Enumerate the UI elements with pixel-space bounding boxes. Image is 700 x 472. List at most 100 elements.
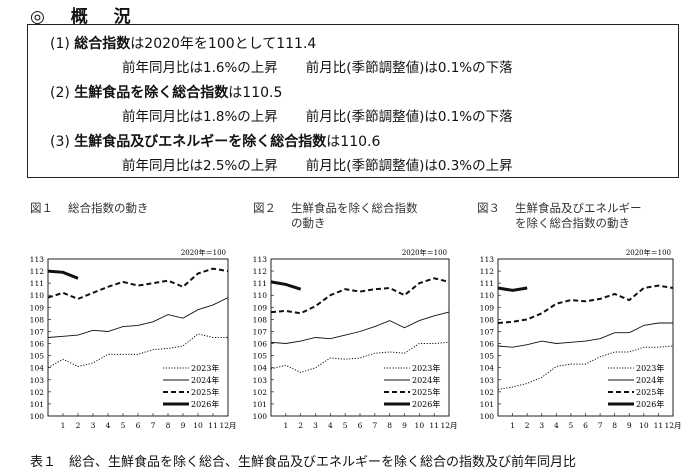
summary-box: (1) 総合指数は2020年を100として111.4 前年同月比は1.6%の上昇… <box>27 24 679 178</box>
legend-label: 2024年 <box>412 375 440 385</box>
x-tick-label: 9 <box>181 421 186 430</box>
x-tick-label: 4 <box>554 421 559 430</box>
summary-sub-2: 前年同月比は1.8%の上昇 前月比(季節調整値)は0.1%の下落 <box>122 109 513 125</box>
y-tick-label: 101 <box>30 400 44 409</box>
y-tick-label: 105 <box>253 352 268 361</box>
figure-3-title: 図３ 生鮮食品及びエネルギー を除く総合指数の動き <box>477 201 642 230</box>
y-tick-label: 109 <box>480 303 495 312</box>
x-tick-label: 10 <box>415 421 425 430</box>
x-tick-label: 10 <box>193 421 203 430</box>
x-tick-label: 11 <box>208 421 218 430</box>
x-tick-label: 6 <box>136 421 141 430</box>
y-tick-label: 112 <box>30 267 45 276</box>
y-tick-label: 113 <box>30 255 45 264</box>
series-line-2024年 <box>270 311 450 344</box>
series-line-2023年 <box>47 333 228 369</box>
x-tick-label: 1 <box>510 421 515 430</box>
x-tick-label: 5 <box>121 421 126 430</box>
x-tick-label: 2 <box>298 421 303 430</box>
y-tick-label: 103 <box>480 376 495 385</box>
series-line-2026年 <box>497 286 528 292</box>
unit-label: 2020年＝100 <box>402 248 447 257</box>
series-line-2025年 <box>47 267 229 300</box>
figure-3-chart: 2020年＝1001001011021031041051061071081091… <box>480 248 682 430</box>
x-tick-label: 1 <box>283 421 288 430</box>
y-tick-label: 106 <box>253 340 268 349</box>
x-tick-label: 9 <box>627 421 632 430</box>
x-tick-label: 12月 <box>219 421 236 430</box>
y-tick-label: 101 <box>253 400 267 409</box>
x-tick-label: 12月 <box>664 421 681 430</box>
table-caption: 表１ 総合、生鮮食品を除く総合、生鮮食品及びエネルギーを除く総合の指数及び前年同… <box>30 455 577 470</box>
x-tick-label: 8 <box>387 421 392 430</box>
x-tick-label: 3 <box>91 421 96 430</box>
figure-1-title: 図１ 総合指数の動き <box>30 201 149 215</box>
x-tick-label: 3 <box>539 421 544 430</box>
summary-item-1: (1) 総合指数は2020年を100として111.4 <box>50 36 317 52</box>
y-tick-label: 110 <box>253 291 268 300</box>
figure-2-chart: 2020年＝1001001011021031041051061071081091… <box>253 248 458 430</box>
legend-label: 2023年 <box>636 363 664 373</box>
x-tick-label: 5 <box>569 421 574 430</box>
y-tick-label: 110 <box>30 291 45 300</box>
y-tick-label: 112 <box>480 267 495 276</box>
legend-label: 2024年 <box>191 375 219 385</box>
y-tick-label: 103 <box>253 376 268 385</box>
y-tick-label: 105 <box>30 352 45 361</box>
x-tick-label: 2 <box>76 421 81 430</box>
y-tick-label: 104 <box>480 364 495 373</box>
x-tick-label: 6 <box>583 421 588 430</box>
y-tick-label: 111 <box>30 279 44 288</box>
legend-label: 2025年 <box>412 387 440 397</box>
series-line-2023年 <box>270 341 450 374</box>
y-tick-label: 102 <box>480 388 495 397</box>
x-tick-label: 11 <box>429 421 439 430</box>
y-tick-label: 100 <box>480 412 495 421</box>
y-tick-label: 106 <box>480 340 495 349</box>
summary-sub-1: 前年同月比は1.6%の上昇 前月比(季節調整値)は0.1%の下落 <box>122 60 513 76</box>
y-tick-label: 103 <box>30 376 45 385</box>
series-line-2026年 <box>270 280 302 291</box>
x-tick-label: 4 <box>328 421 333 430</box>
x-tick-label: 8 <box>166 421 171 430</box>
y-tick-label: 108 <box>253 315 268 324</box>
y-tick-label: 101 <box>480 400 494 409</box>
legend-label: 2023年 <box>412 363 440 373</box>
x-tick-label: 10 <box>639 421 649 430</box>
x-tick-label: 11 <box>654 421 664 430</box>
x-tick-label: 7 <box>598 421 603 430</box>
legend-label: 2024年 <box>636 375 664 385</box>
y-tick-label: 111 <box>480 279 494 288</box>
x-tick-label: 4 <box>106 421 111 430</box>
x-tick-label: 12月 <box>440 421 457 430</box>
y-tick-label: 109 <box>253 303 268 312</box>
series-line-2025年 <box>270 277 450 315</box>
x-tick-label: 7 <box>372 421 377 430</box>
y-tick-label: 100 <box>30 412 45 421</box>
y-tick-label: 108 <box>480 315 495 324</box>
figure-2-title: 図２ 生鮮食品を除く総合指数 の動き <box>253 201 418 230</box>
legend-label: 2023年 <box>191 363 219 373</box>
y-tick-label: 113 <box>253 255 268 264</box>
legend-label: 2025年 <box>636 387 664 397</box>
y-tick-label: 100 <box>253 412 268 421</box>
y-tick-label: 102 <box>30 388 45 397</box>
summary-item-3: (3) 生鮮食品及びエネルギーを除く総合指数は110.6 <box>50 134 381 150</box>
y-tick-label: 113 <box>480 255 495 264</box>
x-tick-label: 7 <box>151 421 156 430</box>
x-tick-label: 5 <box>343 421 348 430</box>
y-tick-label: 106 <box>30 340 45 349</box>
series-line-2026年 <box>47 269 79 280</box>
x-tick-label: 2 <box>525 421 530 430</box>
figure-1-chart: 2020年＝1001001011021031041051061071081091… <box>30 248 237 430</box>
y-tick-label: 108 <box>30 315 45 324</box>
y-tick-label: 107 <box>480 327 495 336</box>
series-line-2024年 <box>47 297 229 338</box>
legend-label: 2025年 <box>191 387 219 397</box>
x-tick-label: 6 <box>358 421 363 430</box>
y-tick-label: 107 <box>30 327 45 336</box>
x-tick-label: 1 <box>61 421 66 430</box>
y-tick-label: 111 <box>253 279 267 288</box>
series-line-2025年 <box>497 284 674 324</box>
y-tick-label: 105 <box>480 352 495 361</box>
